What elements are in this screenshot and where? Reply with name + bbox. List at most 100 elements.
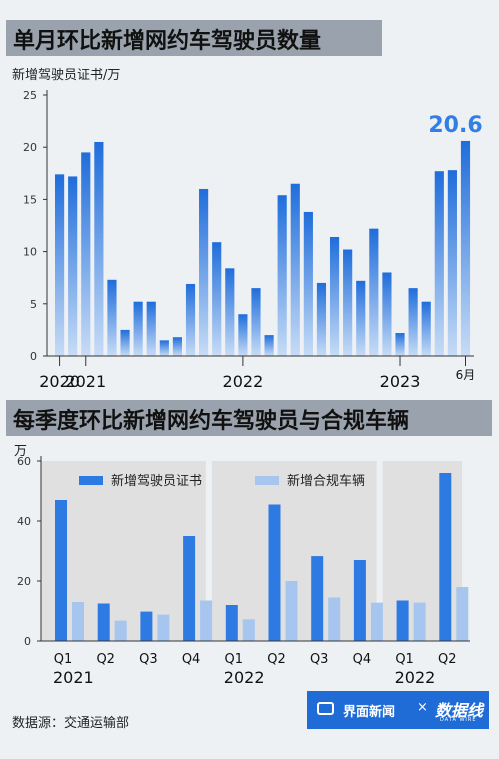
y-tick-label: 10 (23, 246, 37, 259)
bar (421, 301, 431, 356)
bar-drivers (225, 605, 238, 641)
bar (55, 174, 65, 356)
bar (277, 195, 287, 356)
bar (185, 283, 196, 356)
x-year-label: 2022 (395, 668, 436, 687)
chart1-title: 单月环比新增网约车驾驶员数量 (13, 29, 322, 54)
bar (395, 333, 405, 356)
bar-vehicles (370, 602, 383, 641)
y-tick-label: 60 (17, 455, 31, 468)
x-tick-label: Q1 (225, 652, 244, 667)
bar (172, 337, 183, 356)
jiemian-logo-icon (317, 702, 334, 715)
y-tick-label: 20 (23, 141, 37, 154)
bar (316, 282, 327, 356)
bar-vehicles (72, 602, 84, 641)
legend-label: 新增驾驶员证书 (111, 473, 202, 489)
bar (434, 171, 444, 356)
bar-vehicles (328, 597, 341, 641)
bar-drivers (97, 603, 110, 641)
bar-drivers (140, 611, 153, 641)
bar (133, 301, 143, 356)
brand-separator: × (417, 700, 428, 715)
chart2-y-unit: 万 (14, 444, 28, 459)
datawire-logo: 数据线 (435, 701, 484, 720)
bar-vehicles (413, 602, 426, 641)
bar-vehicles (242, 619, 255, 641)
bar (212, 242, 222, 356)
x-tick-label: Q1 (395, 652, 414, 667)
bar-drivers (396, 600, 409, 641)
bar (225, 268, 235, 356)
x-tick-label: Q4 (182, 652, 201, 667)
highlight-value-label: 20.6 (428, 113, 482, 138)
bar (382, 272, 392, 356)
brand-name: 界面新闻 (343, 705, 396, 720)
bar (303, 211, 313, 356)
chart2-title-bar: 每季度环比新增网约车驾驶员与合规车辆 (6, 400, 492, 436)
bar-vehicles (157, 614, 170, 641)
x-period-label: 2020 (39, 372, 80, 391)
data-source: 数据源：交通运输部 (12, 716, 130, 731)
y-tick-label: 0 (24, 635, 31, 648)
x-tick-label: Q2 (267, 652, 286, 667)
bar (107, 279, 117, 356)
bar (408, 288, 418, 356)
year-group-band (41, 461, 206, 641)
bar (369, 228, 379, 356)
bar (251, 288, 261, 356)
bar (159, 340, 169, 356)
bar (460, 140, 471, 356)
bar (356, 280, 366, 356)
chart2-title: 每季度环比新增网约车驾驶员与合规车辆 (13, 409, 410, 434)
bar (81, 152, 91, 356)
bar (447, 170, 457, 356)
legend-swatch (79, 476, 103, 485)
bar (343, 249, 353, 356)
bar-vehicles (114, 620, 127, 641)
x-tick-label: Q3 (310, 652, 329, 667)
bar (146, 301, 156, 356)
bar-drivers (439, 473, 452, 641)
legend-swatch (255, 476, 279, 485)
datawire-logo-en: DATA WIRE (440, 717, 477, 723)
x-tick-label: Q2 (96, 652, 115, 667)
x-period-label: 2023 (380, 372, 421, 391)
y-tick-label: 40 (17, 515, 31, 528)
bar-drivers (268, 504, 281, 641)
bar-vehicles (200, 600, 213, 641)
brand-badge: 界面新闻 × 数据线 DATA WIRE (307, 691, 489, 729)
x-year-label: 2022 (224, 668, 265, 687)
bar (94, 141, 104, 356)
x-tick-label: Q2 (438, 652, 457, 667)
bar (329, 236, 340, 356)
x-period-label: 6月 (456, 368, 476, 382)
y-tick-label: 5 (30, 298, 37, 311)
y-tick-label: 25 (23, 89, 37, 102)
bar-drivers (183, 536, 196, 641)
bar-drivers (311, 556, 324, 641)
bar (290, 183, 300, 356)
y-tick-label: 20 (17, 575, 31, 588)
x-year-label: 2021 (53, 668, 94, 687)
x-tick-label: Q3 (139, 652, 158, 667)
bar (68, 176, 78, 356)
bar (264, 335, 274, 356)
bar-drivers (55, 500, 67, 641)
y-tick-label: 0 (30, 350, 37, 363)
chart1-y-unit: 新增驾驶员证书/万 (12, 68, 121, 83)
legend-label: 新增合规车辆 (287, 473, 365, 489)
x-tick-label: Q1 (54, 652, 73, 667)
x-period-label: 2021 (65, 372, 106, 391)
bar-drivers (353, 560, 366, 641)
chart1-title-bar: 单月环比新增网约车驾驶员数量 (6, 20, 382, 56)
x-tick-label: Q4 (353, 652, 372, 667)
bar-vehicles (285, 581, 298, 641)
bar (199, 188, 209, 356)
y-tick-label: 15 (23, 193, 37, 206)
x-period-label: 2022 (223, 372, 264, 391)
bar (120, 329, 130, 356)
bar-vehicles (456, 587, 469, 641)
